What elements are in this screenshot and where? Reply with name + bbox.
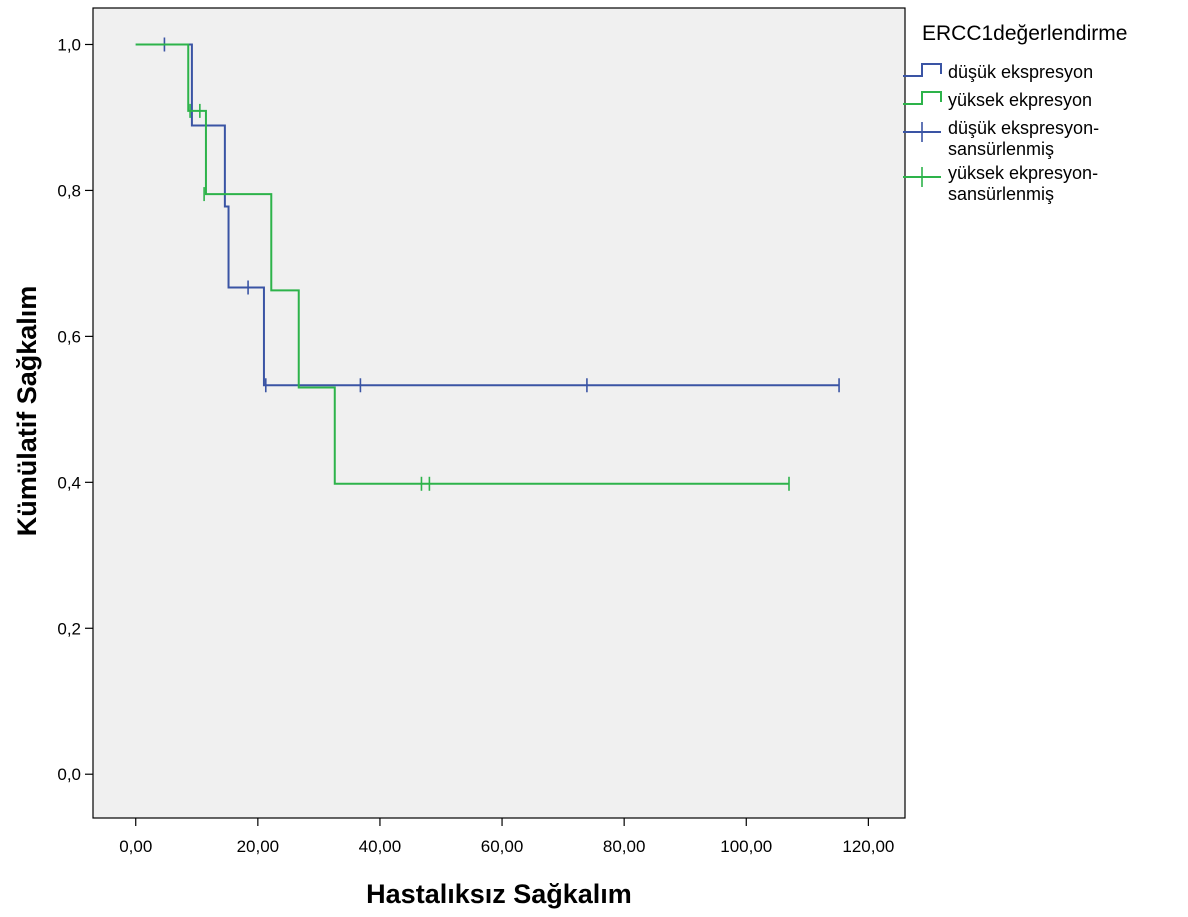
legend-step-swatch: [903, 91, 942, 105]
legend-label: düşük ekspresyon-: [948, 118, 1099, 138]
y-tick-label: 0,4: [57, 473, 81, 492]
series-2: [135, 43, 790, 491]
x-tick-label: 120,00: [842, 837, 894, 856]
legend-entry-1: düşük ekspresyon: [903, 62, 1093, 82]
plot-area: [92, 7, 906, 819]
y-tick-label: 0,6: [57, 327, 81, 346]
x-tick-label: 80,00: [603, 837, 646, 856]
x-tick-label: 100,00: [720, 837, 772, 856]
x-tick-label: 40,00: [359, 837, 402, 856]
x-tick-label: 60,00: [481, 837, 524, 856]
legend: ERCC1değerlendirme düşük ekspresyon yükse…: [903, 22, 1127, 204]
y-tick-label: 1,0: [57, 35, 81, 54]
y-tick-label: 0,0: [57, 765, 81, 784]
legend-entry-3: düşük ekspresyon-sansürlenmiş: [903, 118, 1099, 159]
survival-step-line: [135, 43, 840, 387]
x-axis: 0,00 20,00 40,00 60,00 80,00 100,00 120,00: [119, 818, 894, 856]
x-tick-label: 20,00: [237, 837, 280, 856]
x-axis-title: Hastalıksız Sağkalım: [366, 879, 632, 909]
legend-step-swatch: [903, 63, 942, 77]
series-layer: [135, 37, 840, 491]
y-axis-title: Kümülatif Sağkalım: [12, 286, 42, 537]
legend-label: yüksek ekpresyon: [948, 90, 1092, 110]
y-axis: 0,0 0,2 0,4 0,6 0,8 1,0: [57, 35, 93, 784]
survival-step-line: [135, 43, 789, 485]
legend-label: sansürlenmiş: [948, 139, 1054, 159]
legend-label: yüksek ekpresyon-: [948, 163, 1098, 183]
y-tick-label: 0,2: [57, 619, 81, 638]
legend-entry-2: yüksek ekpresyon: [903, 90, 1092, 110]
y-tick-label: 0,8: [57, 181, 81, 200]
legend-label: sansürlenmiş: [948, 184, 1054, 204]
x-tick-label: 0,00: [119, 837, 152, 856]
legend-title: ERCC1değerlendirme: [922, 22, 1127, 45]
series-1: [135, 37, 840, 393]
legend-entry-4: yüksek ekpresyon-sansürlenmiş: [903, 163, 1098, 204]
legend-label: düşük ekspresyon: [948, 62, 1093, 82]
